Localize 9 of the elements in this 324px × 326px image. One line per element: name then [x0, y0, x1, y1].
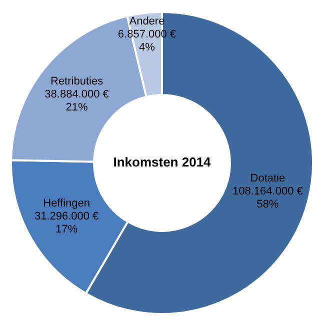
text: Inkomsten 2014: [113, 154, 212, 170]
slice-label: Heffingen: [43, 198, 90, 210]
slice-label: Dotatie: [250, 172, 286, 185]
slice-label: Retributies: [50, 75, 104, 88]
data-label: 38.884.000 € 21%: [44, 88, 109, 114]
data-label: 31.296.000 € 17%: [34, 210, 99, 236]
data-label: 6.857.000 € 4%: [118, 28, 176, 54]
data-label: 108.164.000 € 58%: [232, 186, 303, 211]
slice-label: Andere: [129, 15, 165, 28]
